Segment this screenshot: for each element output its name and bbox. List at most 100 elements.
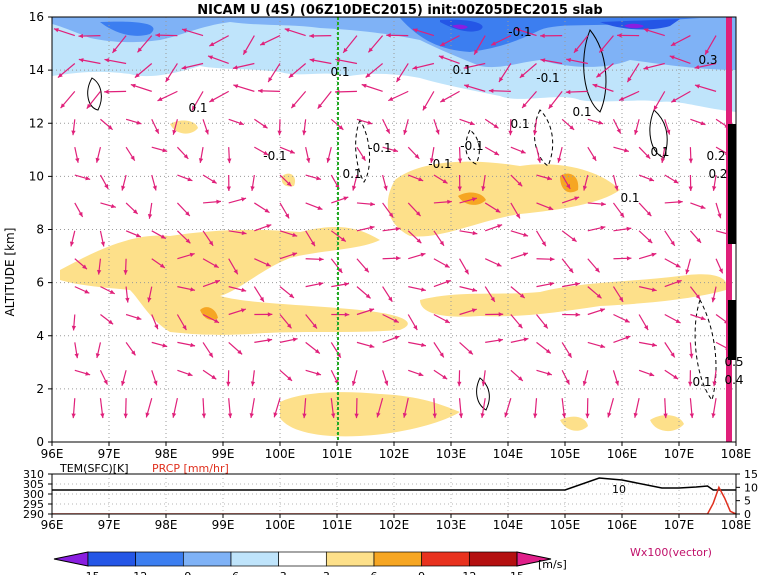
- wind-vector-head: [545, 348, 551, 354]
- wind-vector-head: [546, 176, 552, 181]
- contour-value-label: 0.1: [188, 101, 207, 115]
- wind-vector-head: [567, 352, 572, 358]
- wind-vector-head: [185, 238, 191, 244]
- wind-vector-head: [214, 279, 220, 285]
- wind-vector-head: [711, 413, 716, 418]
- wind-vector-head: [264, 208, 270, 213]
- wind-vector-head: [694, 64, 700, 70]
- colorbar-tick-label: 12: [462, 570, 476, 575]
- wind-vector-head: [306, 157, 311, 163]
- wind-vector-head: [361, 83, 367, 88]
- x-tick-label: 102E: [379, 447, 410, 461]
- wind-vector-head: [74, 353, 79, 359]
- wind-vector-head: [157, 96, 163, 101]
- contour-value-label: -0.1: [263, 149, 286, 163]
- wind-vector-head: [618, 296, 624, 302]
- wind-vector-head: [369, 225, 375, 230]
- wind-vector-head: [669, 55, 675, 60]
- wind-vector-head: [201, 413, 207, 419]
- wind-vector-head: [420, 287, 426, 292]
- wind-vector-head: [85, 176, 91, 181]
- wind-vector-head: [543, 323, 548, 329]
- colorbar-segment: [468, 551, 518, 567]
- contour-value-label: 0.1: [452, 63, 471, 77]
- colorbar-segment: [325, 551, 375, 567]
- wind-vector-head: [614, 380, 619, 386]
- wind-vector-head: [445, 279, 451, 285]
- wind-vector-head: [457, 381, 462, 387]
- colorbar-segment: [135, 551, 184, 567]
- wind-vector-head: [440, 41, 446, 46]
- colorbar-tick-label: −15: [76, 570, 99, 575]
- wind-vector-head: [496, 262, 502, 267]
- wind-vector-head: [591, 155, 597, 161]
- wind-vector-head: [182, 28, 187, 33]
- wind-vector-head: [625, 335, 631, 340]
- wind-vector-head: [289, 293, 294, 298]
- wind-vector-head: [619, 96, 625, 101]
- wind-vector-head: [442, 374, 448, 380]
- wind-vector-head: [688, 186, 693, 192]
- temperature-line: [52, 477, 736, 491]
- wind-vector-head: [396, 77, 401, 83]
- wind-vector-head: [227, 158, 232, 164]
- wind-vector-head: [522, 252, 528, 257]
- westerly-shade-low: [280, 392, 460, 437]
- wind-vector-head: [338, 125, 344, 130]
- wind-vector-head: [471, 197, 477, 202]
- wind-vector-head: [96, 269, 102, 275]
- wind-vector-head: [331, 413, 336, 419]
- wind-vector-head: [592, 83, 598, 88]
- wind-vector-head: [623, 148, 629, 153]
- wind-vector-head: [395, 226, 401, 232]
- wind-vector-head: [317, 205, 323, 210]
- wind-vector-head: [549, 281, 555, 287]
- wind-vector-head: [600, 225, 606, 230]
- wind-vector-head: [574, 196, 580, 201]
- wind-vector-head: [183, 154, 189, 159]
- wind-vector-head: [517, 181, 523, 187]
- wind-vector-head: [457, 158, 463, 164]
- wind-vector-head: [566, 183, 571, 189]
- x-tick-label: 100E: [265, 447, 296, 461]
- contour-line: [355, 118, 371, 183]
- wind-vector-head: [520, 149, 526, 154]
- wind-vector-head: [643, 28, 649, 33]
- wind-vector-head: [670, 240, 675, 246]
- wind-vector-head: [619, 212, 625, 218]
- wind-vector-head: [515, 28, 521, 33]
- contour-value-label: 0.1: [692, 375, 711, 389]
- wind-vector-head: [71, 413, 76, 419]
- contour-line: [465, 129, 480, 165]
- wind-vector-head: [643, 65, 649, 70]
- wind-vector-head: [302, 413, 307, 419]
- wind-vector-head: [429, 158, 435, 163]
- wind-vector-head: [343, 47, 348, 53]
- wind-vector-head: [368, 47, 373, 53]
- wind-vector-head: [209, 97, 215, 102]
- temperature-tick-label: 310: [23, 468, 44, 481]
- precipitation-axis-label: PRCP [mm/hr]: [152, 462, 229, 475]
- wind-vector-head: [95, 157, 100, 163]
- wind-vector-head: [263, 150, 269, 155]
- colorbar-tick-label: −3: [271, 570, 287, 575]
- wind-vector-head: [490, 296, 495, 302]
- wind-vector-head: [137, 47, 143, 53]
- contour-value-label: -0.1: [368, 141, 391, 155]
- surface-series: [52, 477, 736, 514]
- wind-vector-head: [310, 241, 315, 247]
- wind-vector-head: [596, 72, 602, 78]
- contour-value-label: 0.3: [698, 53, 717, 67]
- wind-vector-head: [712, 381, 717, 387]
- wind-vector-head: [147, 213, 153, 219]
- wind-vector-head: [213, 263, 219, 268]
- y-tick-label: 14: [29, 63, 44, 77]
- wind-vector-head: [617, 33, 622, 38]
- wind-vector-head: [267, 338, 273, 343]
- wind-vector-head: [626, 226, 632, 232]
- wind-vector-head: [396, 256, 401, 261]
- wind-vector-head: [540, 58, 546, 63]
- wind-vector-head: [688, 381, 693, 387]
- wind-vector-head: [712, 186, 717, 191]
